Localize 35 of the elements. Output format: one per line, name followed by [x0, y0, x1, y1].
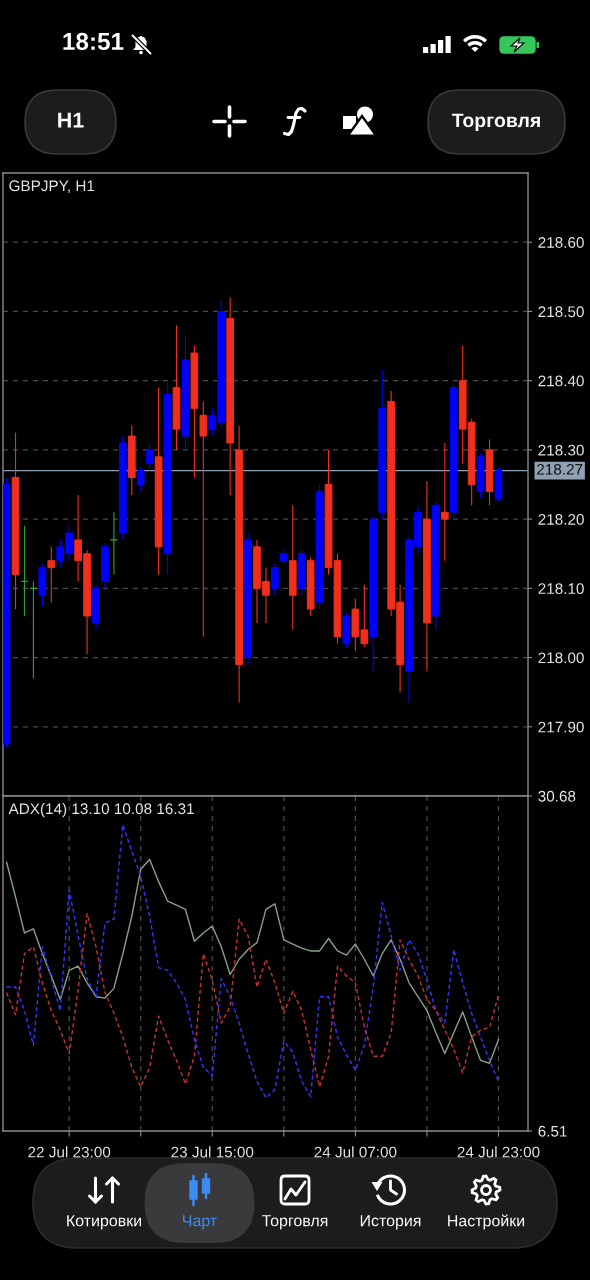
candlestick: [271, 563, 279, 596]
candlestick: [440, 442, 449, 562]
line-series: [5, 858, 500, 1064]
chart-title: ADX(14) 13.10 10.08 16.31: [8, 802, 194, 818]
ref-line-label: 218.27: [537, 463, 583, 475]
chart-title: GBPJPY, H1: [9, 180, 95, 193]
y-tick-label: 30.68: [538, 790, 576, 802]
y-tick-label: 218.40: [538, 375, 584, 387]
y-tick-label: 218.30: [538, 444, 584, 456]
candlestick: [110, 511, 118, 576]
x-tick-label: 23 Jul 15:00: [171, 1146, 254, 1158]
line-series: [5, 912, 500, 1088]
candlestick: [199, 400, 208, 638]
y-tick-label: 217.90: [538, 721, 584, 733]
text: 18:51: [63, 32, 124, 51]
x-tick-label: 22 Jul 23:00: [28, 1146, 111, 1158]
text: H1: [58, 112, 84, 128]
y-tick-label: 218.10: [538, 583, 584, 595]
y-tick-label: 218.60: [538, 237, 584, 248]
text: Торговля: [262, 1215, 328, 1230]
text: Настройки: [448, 1214, 525, 1230]
text: Котировки: [67, 1215, 142, 1230]
text: Торговля: [451, 113, 540, 132]
x-tick-label: 24 Jul 23:00: [457, 1146, 540, 1158]
candlestick: [145, 442, 154, 472]
text: Чарт: [183, 1215, 217, 1230]
text: История: [360, 1215, 421, 1230]
y-tick-label: 218.20: [538, 513, 584, 525]
y-tick-label: 218.50: [538, 306, 584, 318]
candlestick: [136, 466, 145, 492]
candlestick: [47, 546, 56, 603]
x-tick-label: 24 Jul 07:00: [314, 1146, 397, 1158]
line-series: [5, 824, 500, 1099]
y-tick-label: 6.51: [538, 1125, 567, 1137]
y-tick-label: 218.00: [538, 652, 584, 664]
